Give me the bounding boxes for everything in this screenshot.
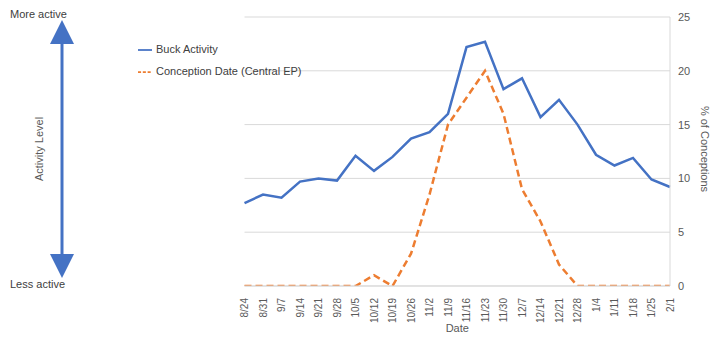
svg-text:8/24: 8/24 xyxy=(239,298,250,318)
svg-text:1/11: 1/11 xyxy=(609,298,620,317)
svg-text:9/14: 9/14 xyxy=(295,298,306,318)
svg-text:25: 25 xyxy=(678,11,690,23)
svg-text:% of Conceptions: % of Conceptions xyxy=(699,106,711,193)
svg-text:Date: Date xyxy=(446,322,469,332)
svg-text:15: 15 xyxy=(678,119,690,131)
svg-text:More active: More active xyxy=(10,8,67,20)
html-text:Buck Activity: Buck Activity xyxy=(156,43,218,55)
svg-text:12/7: 12/7 xyxy=(517,298,528,318)
svg-text:12/28: 12/28 xyxy=(572,298,583,323)
html-text:Conception Date (Central EP): Conception Date (Central EP) xyxy=(156,65,302,77)
svg-text:11/23: 11/23 xyxy=(480,298,491,323)
svg-text:Less active: Less active xyxy=(10,278,65,290)
svg-text:12/21: 12/21 xyxy=(554,298,565,323)
svg-text:11/9: 11/9 xyxy=(443,298,454,317)
svg-text:10/26: 10/26 xyxy=(406,298,417,323)
svg-text:5: 5 xyxy=(678,226,684,238)
svg-text:8/31: 8/31 xyxy=(258,298,269,318)
svg-text:1/18: 1/18 xyxy=(628,298,639,318)
svg-text:1/25: 1/25 xyxy=(646,298,657,318)
svg-text:9/7: 9/7 xyxy=(276,298,287,312)
svg-text:9/28: 9/28 xyxy=(332,298,343,318)
svg-text:12/14: 12/14 xyxy=(535,298,546,323)
svg-text:20: 20 xyxy=(678,65,690,77)
svg-text:11/16: 11/16 xyxy=(461,298,472,323)
svg-text:10/12: 10/12 xyxy=(369,298,380,323)
svg-text:1/4: 1/4 xyxy=(591,298,602,312)
svg-text:2/1: 2/1 xyxy=(665,298,676,312)
svg-text:10/5: 10/5 xyxy=(350,298,361,318)
svg-text:9/21: 9/21 xyxy=(313,298,324,318)
svg-text:Activity Level: Activity Level xyxy=(33,117,45,181)
svg-text:10: 10 xyxy=(678,172,690,184)
svg-text:11/2: 11/2 xyxy=(424,298,435,317)
svg-text:0: 0 xyxy=(678,280,684,292)
svg-text:10/19: 10/19 xyxy=(387,298,398,323)
svg-text:11/30: 11/30 xyxy=(498,298,509,323)
